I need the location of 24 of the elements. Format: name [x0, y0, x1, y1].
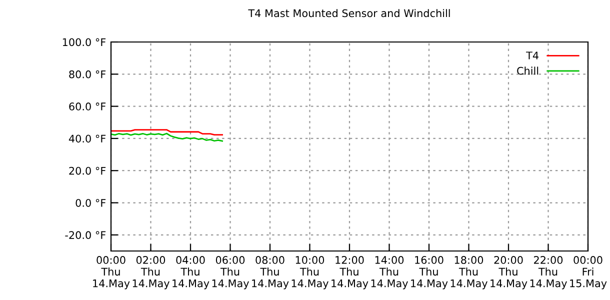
legend-label: T4: [526, 52, 538, 60]
line-series: [111, 132, 223, 142]
y-tick-label: 20.0 °F: [69, 166, 106, 175]
x-tick-label: 04:00 Thu 14.May: [172, 256, 210, 290]
x-tick-label: 00:00 Thu 14.May: [93, 256, 130, 290]
x-tick-label: 10:00 Thu 14.May: [292, 256, 328, 290]
y-tick-label: 40.0 °F: [68, 134, 106, 143]
chart-title: T4 Mast Mounted Sensor and Windchill: [248, 9, 450, 18]
y-tick-label: 0.0 °F: [76, 198, 106, 207]
x-tick-label: 00:00 Fri 15.May: [570, 256, 607, 290]
x-tick-label: 20:00 Thu 14.May: [490, 256, 528, 290]
x-tick-label: 22:00 Thu 14.May: [530, 256, 567, 290]
x-tick-label: 14:00 Thu 14.May: [371, 256, 408, 290]
y-tick-label: 60.0 °F: [69, 102, 106, 110]
x-tick-label: 18:00 Thu 14.May: [450, 256, 488, 290]
x-tick-label: 02:00 Thu 14.May: [132, 256, 170, 290]
x-tick-label: 06:00 Thu 14.May: [212, 256, 249, 290]
y-tick-label: 100.0 °F: [62, 38, 106, 46]
x-tick-label: 16:00 Thu 14.May: [411, 256, 448, 290]
y-tick-label: -20.0 °F: [65, 231, 106, 240]
x-tick-label: 12:00 Thu 14.May: [332, 256, 368, 290]
y-tick-label: 80.0 °F: [69, 70, 106, 78]
legend-label: Chill: [517, 66, 538, 75]
x-tick-label: 08:00 Thu 14.May: [252, 256, 289, 290]
